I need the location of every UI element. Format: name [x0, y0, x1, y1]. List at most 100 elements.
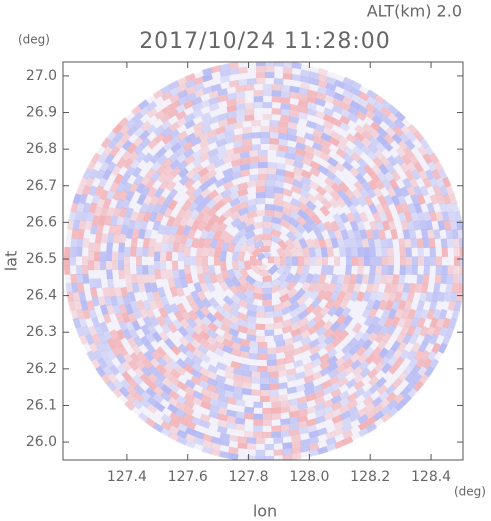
- echo-cell: [227, 242, 237, 254]
- echo-cell: [351, 322, 363, 334]
- echo-cell: [154, 401, 166, 413]
- echo-cell: [160, 420, 172, 431]
- echo-cell: [288, 217, 300, 228]
- echo-cell: [183, 405, 195, 416]
- echo-cell: [124, 256, 130, 266]
- echo-cell: [220, 188, 232, 199]
- echo-cell: [264, 179, 275, 187]
- echo-cell: [198, 366, 211, 377]
- echo-cell: [379, 397, 391, 409]
- echo-cell: [115, 312, 125, 324]
- echo-cell: [97, 295, 106, 307]
- echo-cell: [226, 409, 237, 418]
- echo-cell: [243, 260, 252, 271]
- echo-cell: [297, 93, 309, 102]
- echo-cell: [184, 325, 196, 337]
- echo-cell: [266, 161, 277, 169]
- echo-cell: [237, 442, 248, 450]
- echo-cell: [212, 318, 224, 329]
- echo-cell: [319, 366, 331, 377]
- echo-cell: [100, 206, 109, 218]
- echo-cell: [416, 211, 426, 223]
- echo-cell: [208, 96, 220, 106]
- echo-cell: [280, 108, 291, 116]
- echo-cell: [330, 273, 339, 285]
- echo-cell: [163, 207, 174, 219]
- echo-cell: [246, 204, 258, 213]
- echo-cell: [168, 382, 180, 394]
- echo-cell: [404, 169, 415, 181]
- echo-cell: [208, 90, 220, 99]
- echo-cell: [435, 211, 444, 223]
- echo-cell: [288, 103, 300, 112]
- echo-cell: [314, 247, 323, 258]
- echo-cell: [445, 326, 455, 338]
- echo-cell: [88, 168, 99, 180]
- echo-cell: [269, 120, 280, 127]
- echo-cell: [184, 385, 196, 396]
- echo-cell: [217, 400, 229, 410]
- echo-cell: [172, 269, 180, 280]
- echo-cell: [185, 168, 197, 180]
- echo-cell: [198, 330, 211, 341]
- echo-cell: [226, 104, 237, 113]
- echo-cell: [189, 301, 201, 313]
- echo-cell: [424, 169, 435, 181]
- echo-cell: [106, 206, 115, 218]
- echo-cell: [275, 339, 286, 348]
- echo-cell: [358, 359, 370, 371]
- echo-cell: [308, 448, 320, 457]
- echo-cell: [255, 209, 266, 217]
- echo-cell: [273, 198, 284, 207]
- echo-cell: [118, 206, 128, 218]
- echo-cell: [163, 224, 173, 236]
- echo-cell: [158, 307, 169, 319]
- echo-cell: [72, 193, 82, 205]
- echo-cell: [346, 229, 356, 241]
- echo-cell: [258, 161, 268, 169]
- echo-cell: [192, 163, 204, 174]
- echo-cell: [272, 210, 284, 220]
- echo-cell: [386, 119, 398, 131]
- echo-cell: [173, 233, 182, 244]
- echo-cell: [142, 211, 152, 223]
- echo-cell: [169, 224, 179, 236]
- echo-cell: [271, 413, 282, 420]
- echo-cell: [334, 439, 346, 449]
- echo-cell: [210, 436, 222, 445]
- echo-cell: [193, 430, 205, 440]
- echo-cell: [375, 265, 383, 276]
- echo-cell: [420, 349, 431, 362]
- echo-cell: [94, 185, 104, 197]
- echo-cell: [226, 397, 237, 406]
- echo-cell: [342, 429, 354, 440]
- echo-cell: [217, 88, 229, 97]
- echo-cell: [155, 298, 165, 311]
- echo-cell: [179, 277, 189, 289]
- echo-cell: [156, 195, 167, 207]
- echo-cell: [191, 416, 203, 426]
- echo-cell: [153, 378, 165, 390]
- echo-cell: [378, 390, 390, 402]
- echo-cell: [280, 84, 291, 92]
- echo-cell: [160, 84, 172, 95]
- echo-cell: [416, 300, 425, 312]
- echo-cell: [156, 315, 166, 327]
- echo-cell: [253, 419, 263, 427]
- echo-cell: [395, 146, 407, 158]
- echo-cell: [358, 427, 370, 438]
- echo-cell: [162, 314, 173, 327]
- echo-cell: [102, 197, 112, 209]
- echo-cell: [113, 337, 124, 349]
- echo-cell: [118, 320, 129, 332]
- echo-cell: [349, 290, 359, 302]
- echo-cell: [354, 173, 366, 185]
- echo-cell: [320, 264, 328, 276]
- y-tick-label: 26.6: [26, 214, 57, 230]
- echo-cell: [271, 407, 282, 414]
- echo-cell: [364, 256, 370, 266]
- echo-cell: [304, 207, 316, 219]
- echo-cell: [441, 265, 449, 276]
- echo-cell: [349, 100, 361, 111]
- echo-cell: [285, 230, 297, 243]
